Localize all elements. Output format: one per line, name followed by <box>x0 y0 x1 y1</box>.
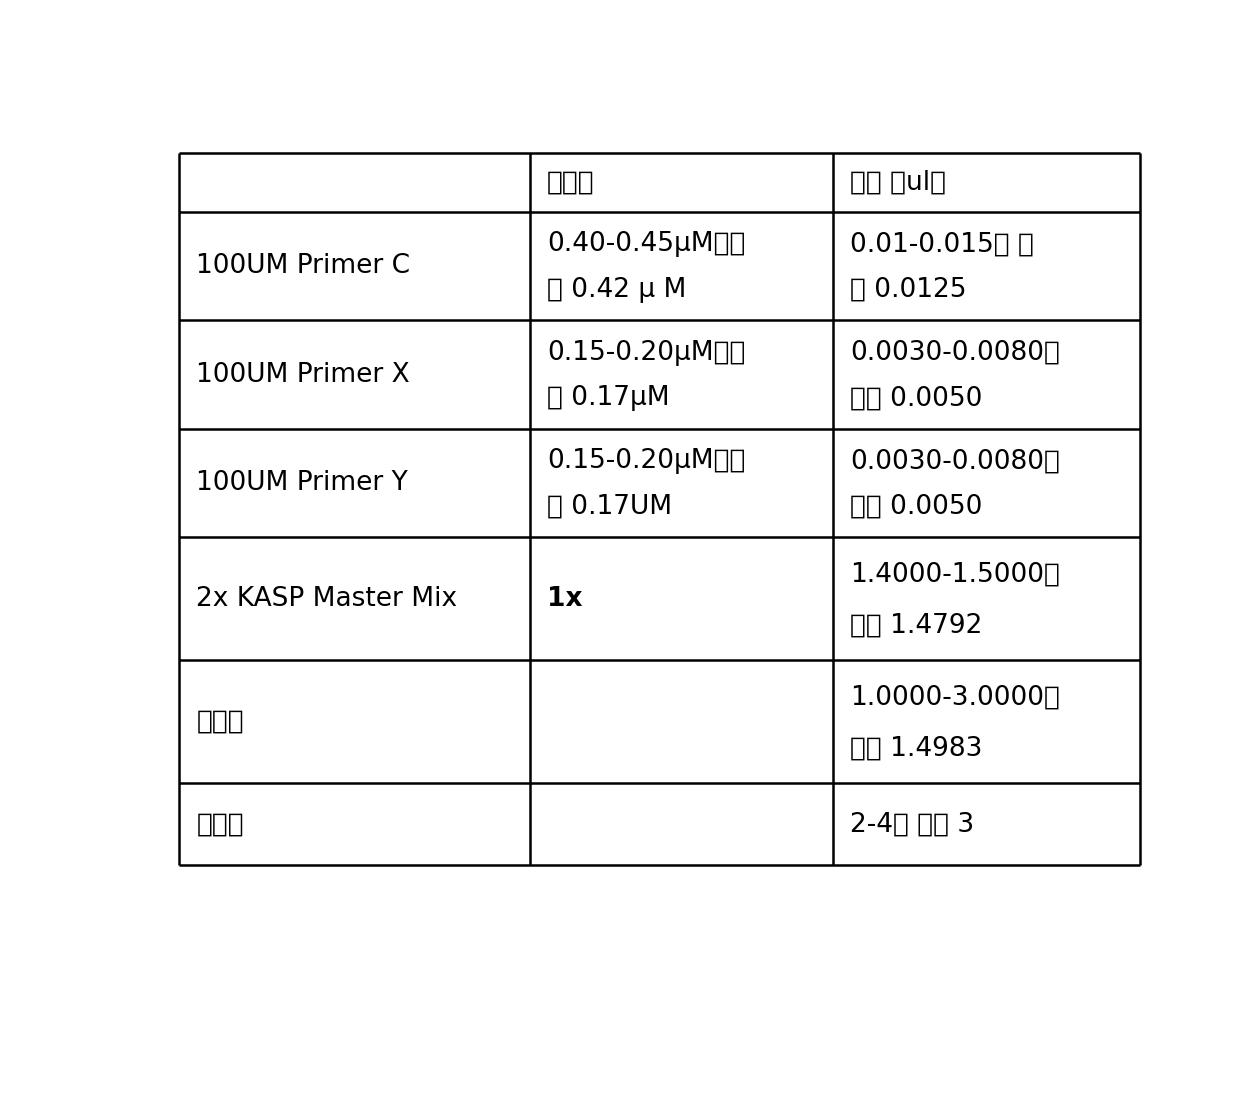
Text: 0.40-0.45μM，优: 0.40-0.45μM，优 <box>547 231 745 258</box>
Text: 体积 （ul）: 体积 （ul） <box>849 170 946 196</box>
Text: 优选 0.0050: 优选 0.0050 <box>849 494 982 520</box>
Text: 0.15-0.20μM，优: 0.15-0.20μM，优 <box>547 448 745 475</box>
Text: 100UM Primer Y: 100UM Primer Y <box>196 470 408 497</box>
Text: 选 0.17μM: 选 0.17μM <box>547 385 670 412</box>
Text: 总体积: 总体积 <box>196 811 244 838</box>
Text: 0.0030-0.0080，: 0.0030-0.0080， <box>849 340 1060 366</box>
Text: 优选 1.4983: 优选 1.4983 <box>849 735 982 762</box>
Text: 2-4， 优逹 3: 2-4， 优逹 3 <box>849 811 973 838</box>
Text: 100UM Primer X: 100UM Primer X <box>196 361 410 388</box>
Text: 1.4000-1.5000，: 1.4000-1.5000， <box>849 562 1060 587</box>
Text: 选 0.17UM: 选 0.17UM <box>547 494 672 520</box>
Text: 超纯水: 超纯水 <box>196 709 244 734</box>
Text: 优选 1.4792: 优选 1.4792 <box>849 613 982 639</box>
Text: 0.15-0.20μM，优: 0.15-0.20μM，优 <box>547 340 745 366</box>
Text: 0.01-0.015， 优: 0.01-0.015， 优 <box>849 231 1034 258</box>
Text: 1x: 1x <box>547 586 583 612</box>
Text: 选 0.0125: 选 0.0125 <box>849 277 966 303</box>
Text: 2x KASP Master Mix: 2x KASP Master Mix <box>196 586 458 612</box>
Text: 100UM Primer C: 100UM Primer C <box>196 253 410 279</box>
Text: 终浓度: 终浓度 <box>547 170 595 196</box>
Text: 选 0.42 μ M: 选 0.42 μ M <box>547 277 687 303</box>
Text: 0.0030-0.0080，: 0.0030-0.0080， <box>849 448 1060 475</box>
Text: 优选 0.0050: 优选 0.0050 <box>849 385 982 412</box>
Text: 1.0000-3.0000，: 1.0000-3.0000， <box>849 684 1060 710</box>
